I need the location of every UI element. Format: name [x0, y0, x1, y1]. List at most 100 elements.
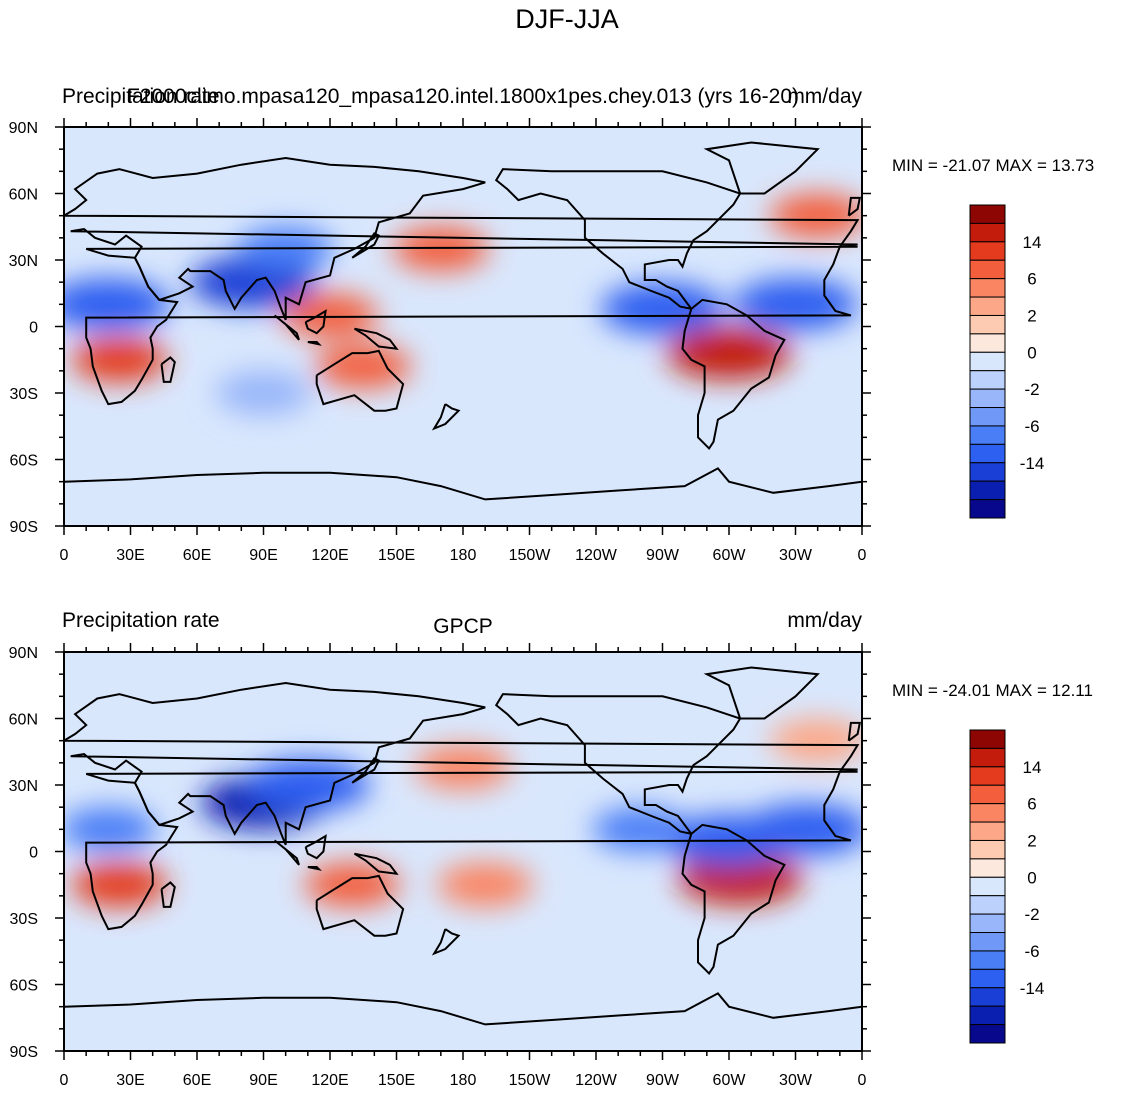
colorbar-label: 2	[1027, 306, 1036, 325]
colorbar-box	[969, 932, 1006, 952]
colorbar-label: 14	[1023, 233, 1042, 252]
lat-tick-label: 0	[29, 845, 38, 862]
anomaly-region	[64, 807, 157, 852]
anomaly-region	[600, 282, 725, 335]
panel-right-title: mm/day	[787, 85, 862, 108]
colorbar-box	[969, 839, 1006, 860]
coastline-segment	[431, 928, 461, 956]
panel-gpcp: Precipitation rate GPCP mm/day 0 30E 60E 90…	[9, 609, 1093, 1089]
coastline-segment	[307, 866, 322, 871]
map-field	[64, 652, 862, 1051]
colorbar-box	[969, 913, 1006, 934]
lon-tick-label: 120E	[311, 1072, 348, 1089]
lat-tick-label: 90N	[9, 120, 38, 137]
lon-tick-label: 90E	[249, 547, 277, 564]
coastline-segment	[160, 356, 176, 383]
lon-tick-label: 60W	[713, 1072, 747, 1089]
colorbar-box	[969, 858, 1006, 878]
coastline-segment	[304, 309, 327, 335]
lon-tick-label: 30W	[779, 547, 813, 564]
colorbar-box	[969, 351, 1006, 372]
lon-tick-label: 150W	[509, 547, 552, 564]
coastline-segment	[304, 834, 327, 860]
lat-tick-label: 90S	[10, 519, 38, 536]
colorbar-box	[969, 241, 1006, 261]
colorbar-label: -6	[1024, 942, 1039, 961]
coastline-segment	[681, 298, 786, 450]
anomaly-region	[304, 862, 401, 907]
lon-tick-label: 90W	[646, 1072, 680, 1089]
anomaly-region	[769, 193, 862, 238]
colorbar-box	[969, 803, 1006, 823]
coastline-segment	[351, 757, 381, 784]
lat-tick-label: 30S	[10, 386, 38, 403]
colorbar-box	[969, 499, 1006, 519]
colorbar-label: 6	[1027, 270, 1036, 289]
lat-tick-label: 60N	[9, 187, 38, 204]
colorbar-label: -14	[1020, 979, 1045, 998]
coastline-segment	[494, 693, 742, 835]
colorbar-label: 14	[1023, 758, 1042, 777]
stats-label: MIN = -24.01 MAX = 12.11	[892, 681, 1093, 700]
lon-tick-label: 120W	[575, 547, 618, 564]
colorbar-box	[969, 1024, 1006, 1044]
coastline-segment	[85, 245, 858, 406]
colorbar-box	[969, 462, 1006, 482]
colorbar-box	[969, 388, 1006, 409]
coastline-segment	[307, 341, 322, 346]
coastline-segment	[273, 314, 300, 341]
coastline-segment	[353, 327, 399, 350]
colorbar-label: -6	[1024, 417, 1039, 436]
coastline-segment	[315, 874, 405, 937]
lon-tick-label: 180	[450, 1072, 477, 1089]
lon-tick-label: 150E	[378, 1072, 415, 1089]
colorbar-box	[969, 314, 1006, 335]
coastline-segment	[64, 467, 862, 501]
figure-title: DJF-JJA	[515, 4, 619, 34]
anomaly-region	[437, 862, 534, 907]
stats-label: MIN = -21.07 MAX = 13.73	[892, 156, 1094, 175]
lon-tick-label: 0	[60, 547, 69, 564]
anomaly-region	[678, 852, 803, 905]
colorbar-box	[969, 296, 1006, 316]
lat-tick-label: 30S	[10, 911, 38, 928]
colorbar-box	[969, 747, 1006, 768]
anomaly-region	[215, 371, 312, 415]
colorbar-box	[969, 222, 1006, 243]
coastline-segment	[353, 852, 399, 875]
colorbar-box	[969, 729, 1006, 749]
lat-tick-label: 60S	[10, 453, 38, 470]
lon-tick-label: 30E	[116, 1072, 144, 1089]
colorbar-box	[969, 1005, 1006, 1026]
lon-tick-label: 0	[60, 1072, 69, 1089]
panel-model: Precipitation rate F2000climo.mpasa120_m…	[9, 85, 1095, 564]
colorbar-box	[969, 370, 1006, 390]
lon-tick-label: 30W	[779, 1072, 813, 1089]
coastline-segment	[681, 823, 786, 975]
lon-tick-label: 60E	[183, 1072, 211, 1089]
anomaly-region	[415, 745, 511, 790]
panel-left-title: Precipitation rate	[62, 609, 220, 632]
lon-tick-label: 90W	[646, 547, 680, 564]
coastline-segment	[85, 770, 858, 931]
lon-tick-label: 180	[450, 547, 477, 564]
colorbar-box	[969, 407, 1006, 427]
lon-tick-label: 150E	[378, 547, 415, 564]
anomaly-region	[315, 344, 412, 389]
coastline-segment	[273, 839, 300, 866]
colorbar-box	[969, 968, 1006, 989]
colorbar-label: 0	[1027, 868, 1036, 887]
panel-right-title: mm/day	[787, 609, 862, 632]
colorbar-box	[969, 443, 1006, 464]
lat-tick-label: 30N	[9, 253, 38, 270]
anomaly-region	[769, 718, 862, 763]
map-field	[64, 127, 862, 526]
panel-left-title: Precipitation rate	[62, 85, 220, 108]
coastline-segment	[351, 232, 381, 259]
panel-center-title: GPCP	[433, 615, 493, 638]
colorbar-box	[969, 987, 1006, 1007]
colorbar-label: 6	[1027, 795, 1036, 814]
coastline-segment	[64, 992, 862, 1026]
lon-tick-label: 120E	[311, 547, 348, 564]
